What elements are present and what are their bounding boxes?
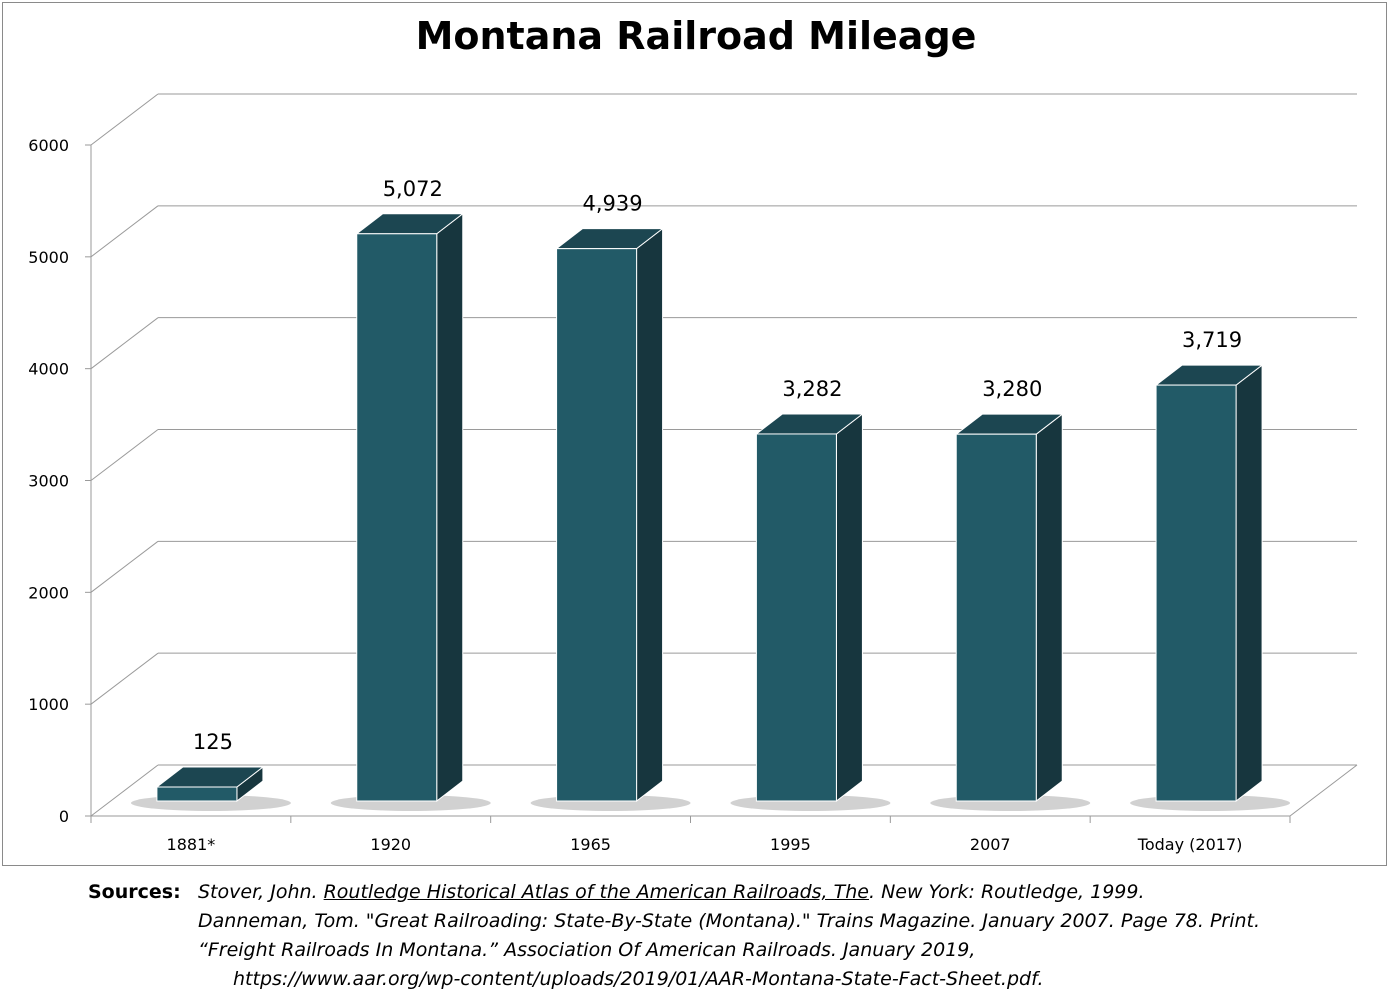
grid-depth-line	[90, 205, 159, 258]
floor-edge	[1289, 764, 1358, 817]
grid-depth-line	[90, 764, 159, 817]
bar-side	[1035, 413, 1063, 803]
source-line-3: “Freight Railroads In Montana.” Associat…	[198, 939, 976, 961]
y-tick-label: 0	[59, 807, 69, 826]
chart-plot: 0 1000 2000 3000 4000 5000 6000 125 1881* 5,072 19…	[28, 93, 1358, 854]
sources-label: Sources:	[88, 881, 181, 903]
data-label: 4,939	[583, 192, 643, 216]
grid-depth-line	[90, 652, 159, 705]
bar	[755, 433, 837, 802]
y-tick-label: 5000	[28, 248, 69, 267]
x-tick-label: 2007	[970, 835, 1011, 854]
data-label: 125	[193, 730, 233, 754]
source-1-author: Stover, John.	[198, 881, 324, 903]
x-tick-label: 1995	[770, 835, 811, 854]
y-tick-label: 4000	[28, 360, 69, 379]
grid-depth-line	[90, 540, 159, 593]
source-line-4: https://www.aar.org/wp-content/uploads/2…	[233, 968, 1044, 990]
grid-depth-line	[90, 317, 159, 370]
x-tick-label: 1920	[370, 835, 411, 854]
y-tick-label: 2000	[28, 583, 69, 602]
bar	[156, 786, 238, 802]
data-label: 3,280	[982, 377, 1042, 401]
bar-side	[436, 212, 464, 803]
bar-side	[636, 227, 664, 803]
source-1-title: Routledge Historical Atlas of the Americ…	[323, 881, 869, 903]
bar-side	[835, 412, 863, 803]
bar	[1155, 384, 1237, 802]
bar	[356, 233, 438, 802]
bar	[955, 433, 1037, 802]
y-tick-label: 3000	[28, 472, 69, 491]
data-label: 3,282	[782, 377, 842, 401]
chart-title: Montana Railroad Mileage	[415, 14, 977, 58]
y-tick-label: 1000	[28, 695, 69, 714]
x-tick-label: 1965	[570, 835, 611, 854]
grid-depth-line	[90, 429, 159, 481]
bar-side	[1235, 364, 1263, 803]
grid-depth-line	[90, 93, 159, 146]
y-tick-label: 6000	[28, 136, 69, 155]
source-line-1: Stover, John. Routledge Historical Atlas…	[198, 878, 1145, 907]
bar	[556, 248, 638, 802]
data-label: 3,719	[1182, 328, 1242, 352]
x-tick-label: Today (2017)	[1137, 835, 1243, 854]
source-1-rest: . New York: Routledge, 1999.	[868, 881, 1145, 903]
x-tick-label: 1881*	[167, 835, 216, 854]
source-line-2: Danneman, Tom. "Great Railroading: State…	[198, 910, 1261, 932]
chart-frame	[2, 2, 1387, 866]
data-label: 5,072	[383, 177, 443, 201]
